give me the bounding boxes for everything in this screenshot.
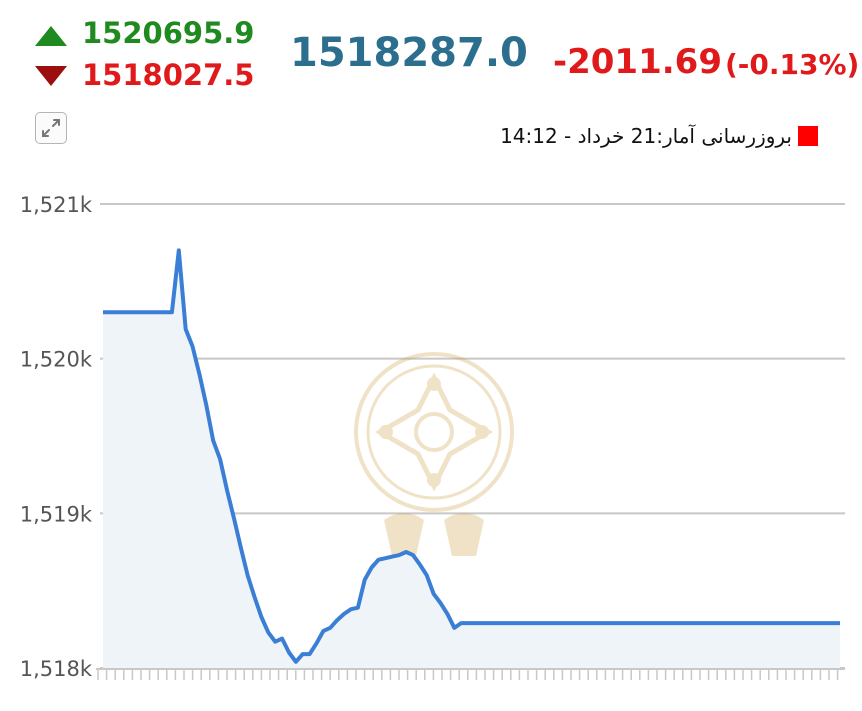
last-update-text: بروزرسانی آمار:21 خرداد - 14:12: [500, 124, 792, 148]
x-axis-ticks: [96, 668, 845, 680]
expand-arrows-icon: [42, 119, 60, 137]
change-value: -2011.69: [553, 42, 722, 82]
day-high-value: 1520695.9: [82, 16, 255, 50]
triangle-down-icon: [35, 66, 67, 86]
change-percent: (-0.13%): [725, 48, 860, 81]
series-line: [103, 248, 840, 664]
y-tick-label: 1,520k: [20, 348, 93, 372]
y-tick-label: 1,519k: [20, 502, 93, 526]
y-tick-label: 1,521k: [20, 193, 93, 217]
triangle-up-icon: [35, 26, 67, 46]
area-fill: [103, 250, 840, 668]
y-axis-labels: 1,518k 1,519k 1,520k 1,521k: [20, 193, 93, 681]
y-tick-label: 1,518k: [20, 657, 93, 681]
logo-watermark: [354, 352, 514, 556]
day-low-value: 1518027.5: [82, 58, 255, 92]
red-square-icon: [798, 126, 818, 146]
last-index-value: 1518287.0: [290, 30, 528, 76]
expand-button[interactable]: [35, 112, 67, 144]
